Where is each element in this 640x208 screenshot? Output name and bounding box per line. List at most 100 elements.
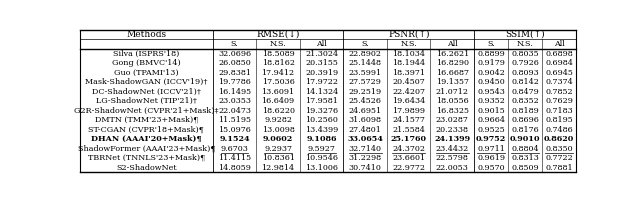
Text: 9.5927: 9.5927 — [308, 145, 335, 152]
Text: 0.8189: 0.8189 — [511, 106, 539, 115]
Text: 0.8350: 0.8350 — [545, 145, 573, 152]
Text: G2R-ShadowNet (CVPR'21+Mask)‡: G2R-ShadowNet (CVPR'21+Mask)‡ — [74, 106, 219, 115]
Text: 25.1448: 25.1448 — [349, 59, 381, 67]
Text: N.S.: N.S. — [269, 40, 287, 48]
Text: 0.7486: 0.7486 — [545, 126, 573, 134]
Text: Gong (BMVC'14): Gong (BMVC'14) — [112, 59, 180, 67]
Text: 31.2298: 31.2298 — [349, 154, 381, 162]
Text: ShadowFormer (AAAI'23+Mask)¶: ShadowFormer (AAAI'23+Mask)¶ — [77, 145, 215, 152]
Text: 0.8509: 0.8509 — [511, 163, 539, 172]
Text: 13.0098: 13.0098 — [262, 126, 294, 134]
Text: 0.7722: 0.7722 — [545, 154, 573, 162]
Text: 13.6091: 13.6091 — [262, 88, 294, 95]
Text: 0.8804: 0.8804 — [511, 145, 539, 152]
Text: 0.9752: 0.9752 — [476, 135, 506, 143]
Text: N.S.: N.S. — [516, 40, 533, 48]
Text: 22.5798: 22.5798 — [436, 154, 468, 162]
Text: All: All — [316, 40, 327, 48]
Text: 0.9042: 0.9042 — [477, 68, 505, 77]
Text: 12.9814: 12.9814 — [262, 163, 294, 172]
Text: 18.5089: 18.5089 — [262, 50, 294, 58]
Text: 30.7410: 30.7410 — [349, 163, 381, 172]
Text: 17.9722: 17.9722 — [305, 78, 338, 86]
Text: 19.6434: 19.6434 — [392, 97, 426, 105]
Text: 0.9619: 0.9619 — [477, 154, 505, 162]
Text: 0.8479: 0.8479 — [511, 88, 539, 95]
Text: 0.9570: 0.9570 — [477, 163, 505, 172]
Text: 24.3702: 24.3702 — [392, 145, 425, 152]
Text: 0.8195: 0.8195 — [545, 116, 573, 124]
Text: 27.5729: 27.5729 — [349, 78, 381, 86]
Text: 11.4115: 11.4115 — [218, 154, 251, 162]
Text: 0.9525: 0.9525 — [477, 126, 505, 134]
Text: TBRNet (TNNLS'23+Mask)¶: TBRNet (TNNLS'23+Mask)¶ — [88, 154, 205, 162]
Text: 0.6984: 0.6984 — [545, 59, 573, 67]
Text: 0.9015: 0.9015 — [477, 106, 505, 115]
Text: All: All — [447, 40, 458, 48]
Text: 32.7140: 32.7140 — [349, 145, 381, 152]
Text: N.S.: N.S. — [401, 40, 417, 48]
Text: S.: S. — [487, 40, 495, 48]
Text: 23.4432: 23.4432 — [436, 145, 469, 152]
Text: 0.7881: 0.7881 — [545, 163, 573, 172]
Text: 9.0602: 9.0602 — [263, 135, 293, 143]
Text: 0.9179: 0.9179 — [477, 59, 505, 67]
Text: 23.0353: 23.0353 — [218, 97, 251, 105]
Text: 17.9899: 17.9899 — [392, 106, 425, 115]
Text: 20.3919: 20.3919 — [305, 68, 338, 77]
Text: 25.4526: 25.4526 — [349, 97, 381, 105]
Text: 10.9546: 10.9546 — [305, 154, 338, 162]
Text: 18.8162: 18.8162 — [262, 59, 294, 67]
Text: 22.0473: 22.0473 — [218, 106, 251, 115]
Text: Silva (ISPRS'18): Silva (ISPRS'18) — [113, 50, 180, 58]
Text: 0.8142: 0.8142 — [511, 78, 539, 86]
Text: SSIM(↑): SSIM(↑) — [505, 30, 545, 39]
Text: 17.9581: 17.9581 — [305, 97, 338, 105]
Text: DMTN (TMM'23+Mask)¶: DMTN (TMM'23+Mask)¶ — [95, 116, 198, 124]
Text: 29.8381: 29.8381 — [218, 68, 251, 77]
Text: 19.7786: 19.7786 — [218, 78, 251, 86]
Text: 22.9772: 22.9772 — [392, 163, 425, 172]
Text: 16.8325: 16.8325 — [436, 106, 468, 115]
Text: Guo (TPAMI'13): Guo (TPAMI'13) — [114, 68, 179, 77]
Text: 0.8352: 0.8352 — [511, 97, 539, 105]
Text: 0.8176: 0.8176 — [511, 126, 539, 134]
Text: 16.6409: 16.6409 — [262, 97, 294, 105]
Text: 0.9664: 0.9664 — [477, 116, 505, 124]
Text: 15.0976: 15.0976 — [218, 126, 251, 134]
Text: 17.5036: 17.5036 — [262, 78, 294, 86]
Text: 16.1495: 16.1495 — [218, 88, 251, 95]
Text: 20.4507: 20.4507 — [392, 78, 425, 86]
Text: 0.9711: 0.9711 — [477, 145, 505, 152]
Text: PSNR(↑): PSNR(↑) — [388, 30, 429, 39]
Text: DHAN (AAAI'20+Mask)¶: DHAN (AAAI'20+Mask)¶ — [91, 135, 202, 143]
Text: 25.1760: 25.1760 — [390, 135, 427, 143]
Text: 26.0850: 26.0850 — [218, 59, 251, 67]
Text: 18.1944: 18.1944 — [392, 59, 426, 67]
Text: 0.8313: 0.8313 — [511, 154, 539, 162]
Text: 0.6898: 0.6898 — [545, 50, 573, 58]
Text: LG-ShadowNet (TIP'21)†: LG-ShadowNet (TIP'21)† — [96, 97, 197, 105]
Text: 18.3971: 18.3971 — [392, 68, 425, 77]
Text: 19.1357: 19.1357 — [436, 78, 468, 86]
Text: 0.9010: 0.9010 — [510, 135, 540, 143]
Text: 23.6601: 23.6601 — [392, 154, 426, 162]
Text: 0.7183: 0.7183 — [545, 106, 573, 115]
Text: 0.8035: 0.8035 — [511, 50, 539, 58]
Text: 11.5195: 11.5195 — [218, 116, 251, 124]
Text: 29.2519: 29.2519 — [349, 88, 381, 95]
Text: 32.0696: 32.0696 — [218, 50, 251, 58]
Text: 31.6098: 31.6098 — [349, 116, 381, 124]
Text: 21.3024: 21.3024 — [305, 50, 338, 58]
Text: 24.6951: 24.6951 — [349, 106, 381, 115]
Text: 0.8696: 0.8696 — [511, 116, 539, 124]
Text: 9.6703: 9.6703 — [221, 145, 248, 152]
Text: S.: S. — [362, 40, 369, 48]
Text: ST-CGAN (CVPR'18+Mask)¶: ST-CGAN (CVPR'18+Mask)¶ — [88, 126, 204, 134]
Text: 10.8361: 10.8361 — [262, 154, 294, 162]
Text: 19.3276: 19.3276 — [305, 106, 338, 115]
Text: S2-ShadowNet: S2-ShadowNet — [116, 163, 177, 172]
Text: 18.6220: 18.6220 — [262, 106, 294, 115]
Text: 9.2937: 9.2937 — [264, 145, 292, 152]
Text: 0.8899: 0.8899 — [477, 50, 505, 58]
